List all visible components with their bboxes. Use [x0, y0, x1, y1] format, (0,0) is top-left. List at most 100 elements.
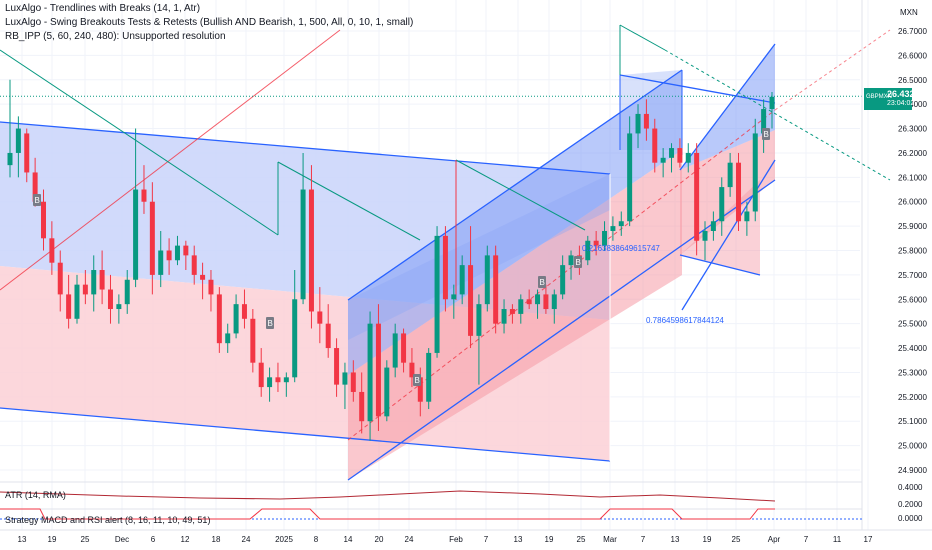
candle-body-74: [627, 133, 633, 222]
candle-body-32: [275, 377, 281, 383]
candle-body-84: [710, 221, 716, 231]
legend-trendlines[interactable]: LuxAlgo - Trendlines with Breaks (14, 1,…: [5, 3, 201, 14]
price-tick-2: 26.5000: [898, 76, 927, 85]
strategy-pane-label[interactable]: Strategy MACD and RSI alert (8, 16, 11, …: [5, 515, 211, 525]
candle-body-50: [426, 352, 432, 402]
candle-body-44: [375, 323, 381, 417]
candle-body-48: [409, 362, 415, 378]
candle-body-34: [292, 299, 298, 378]
price-tick-18: 24.9000: [898, 466, 927, 475]
time-tick-3: Dec: [115, 535, 129, 544]
candle-body-43: [367, 323, 373, 422]
candle-body-79: [669, 148, 675, 158]
time-tick-14: 7: [484, 535, 489, 544]
time-tick-20: 13: [671, 535, 680, 544]
candle-body-45: [384, 367, 390, 417]
candle-body-57: [484, 255, 490, 305]
candle-body-2: [24, 133, 30, 173]
candle-body-67: [568, 255, 574, 266]
candle-body-19: [166, 250, 172, 261]
time-tick-5: 12: [181, 535, 190, 544]
candle-body-78: [660, 157, 666, 163]
red-trendline-a: [0, 29, 341, 291]
strategy-line: [0, 508, 775, 520]
fib-label-b: 0.7864598617844124: [646, 316, 724, 325]
candle-body-73: [618, 221, 624, 227]
price-tick-17: 25.0000: [898, 442, 927, 451]
candle-body-81: [685, 152, 691, 163]
marker-b-text-4: B: [576, 258, 581, 267]
marker-b-text-0: B: [35, 196, 40, 205]
candle-body-65: [551, 294, 557, 310]
marker-b-text-3: B: [540, 278, 545, 287]
time-tick-17: 25: [577, 535, 586, 544]
currency-label: MXN: [900, 8, 918, 17]
time-tick-0: 13: [18, 535, 27, 544]
channel-line-2: [347, 69, 683, 301]
price-tick-7: 26.0000: [898, 198, 927, 207]
candle-body-9: [82, 284, 88, 295]
time-tick-7: 24: [242, 535, 251, 544]
atr-tick-0: 0.4000: [898, 483, 923, 492]
candle-body-46: [392, 333, 398, 368]
time-tick-11: 20: [375, 535, 384, 544]
rising-fill-blue2: [348, 174, 610, 340]
candle-body-23: [200, 274, 206, 280]
marker-b-text-5: B: [764, 130, 769, 139]
price-tick-13: 25.4000: [898, 344, 927, 353]
candle-body-27: [233, 304, 239, 334]
candle-body-88: [744, 211, 750, 222]
candle-body-7: [66, 294, 72, 319]
candle-body-16: [141, 189, 147, 202]
channel-line-0: [0, 121, 611, 175]
candle-body-40: [342, 372, 348, 385]
candle-body-85: [719, 187, 725, 222]
candle-body-75: [635, 113, 641, 134]
candle-body-49: [417, 377, 423, 402]
candle-body-38: [325, 323, 331, 349]
legend-swing-breakouts[interactable]: LuxAlgo - Swing Breakouts Tests & Retest…: [5, 17, 414, 28]
last-price-value: 26.4326: [887, 89, 920, 99]
candle-body-29: [250, 318, 256, 363]
candle-body-80: [677, 148, 683, 163]
candle-body-26: [225, 333, 231, 344]
atr-line: [0, 490, 776, 502]
candle-body-36: [308, 189, 314, 312]
time-tick-18: Mar: [603, 535, 617, 544]
price-tick-11: 25.6000: [898, 295, 927, 304]
candle-body-64: [543, 294, 549, 310]
candle-body-25: [216, 294, 222, 344]
candle-body-66: [560, 265, 566, 295]
teal-trendline-d: [619, 24, 666, 51]
candle-body-60: [509, 309, 515, 314]
marker-b-text-1: B: [268, 319, 273, 328]
candle-body-28: [241, 304, 247, 319]
candle-body-12: [107, 289, 113, 310]
candle-body-15: [133, 189, 139, 280]
mar-fill-blue: [620, 70, 682, 150]
candle-body-8: [74, 284, 80, 319]
candle-body-41: [350, 372, 356, 392]
candle-body-59: [501, 309, 507, 324]
candle-body-1: [15, 128, 21, 153]
candle-body-17: [149, 201, 155, 275]
candle-body-86: [727, 162, 733, 188]
channel-line-6: [679, 43, 776, 171]
legend-rb-ipp[interactable]: RB_IPP (5, 60, 240, 480): Unsupported re…: [5, 31, 226, 42]
price-tick-4: 26.3000: [898, 125, 927, 134]
marker-b-1: [266, 317, 274, 329]
price-tick-0: 26.7000: [898, 27, 927, 36]
time-tick-13: Feb: [449, 535, 463, 544]
candle-body-47: [401, 333, 407, 363]
candle-body-77: [652, 128, 658, 163]
candle-body-37: [317, 311, 323, 324]
candle-body-51: [434, 235, 440, 353]
candle-body-72: [610, 226, 616, 231]
atr-pane-label[interactable]: ATR (14, RMA): [5, 490, 66, 500]
candle-body-31: [267, 377, 273, 388]
candle-body-69: [585, 240, 591, 261]
marker-b-3: [538, 276, 546, 288]
time-tick-9: 8: [314, 535, 319, 544]
candle-body-21: [183, 245, 189, 256]
